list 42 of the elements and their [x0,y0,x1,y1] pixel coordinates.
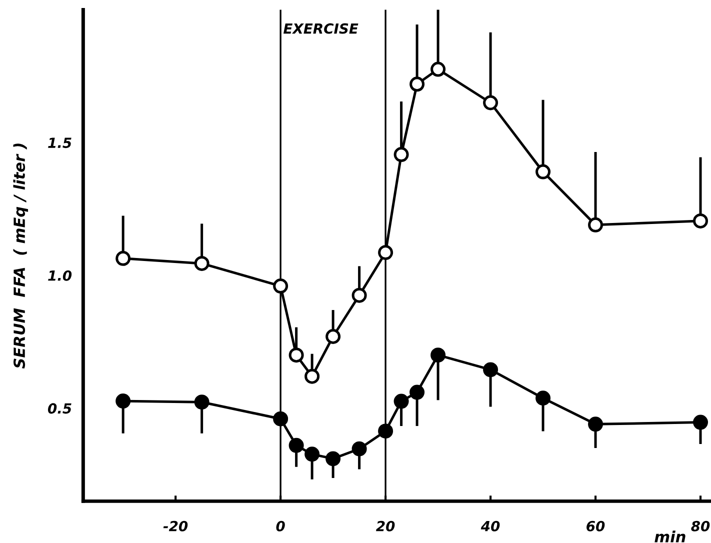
point [352,288,367,303]
point [693,414,708,430]
x-tick-label: -20 [163,520,188,532]
point [483,362,498,378]
point [410,384,425,400]
point [273,411,288,426]
x-tick-label: 20 [376,520,395,532]
point [273,278,288,294]
point [352,441,367,456]
x-axis-title: min [654,530,686,542]
ref-line-label: EXERCISE [283,23,358,34]
y-tick-label: 0.5 [48,403,72,414]
x-tick-label: 0 [276,520,285,532]
point [588,416,604,432]
x-tick-label: 80 [691,520,710,532]
x-tick-label: 60 [586,520,605,532]
point [326,329,341,344]
point [116,250,131,266]
point [430,348,446,363]
point [116,394,131,409]
point [304,446,320,462]
point [194,394,210,410]
point [378,424,394,439]
point [693,213,708,228]
y-tick-label: 1.0 [48,270,72,281]
y-tick-label: 1.5 [48,138,72,148]
y-axis-title: SERUM FFA ( mEq / liter ) [13,144,28,369]
point [304,368,320,384]
x-tick-label: 40 [480,520,500,532]
point [194,256,210,271]
point [483,95,498,110]
point [536,164,551,180]
point [394,394,409,409]
point [410,76,425,92]
point [588,217,604,232]
point [288,438,304,453]
point [536,390,551,406]
point [394,147,409,162]
point [326,451,341,466]
point [288,348,304,363]
point [430,62,446,77]
point [378,245,394,260]
